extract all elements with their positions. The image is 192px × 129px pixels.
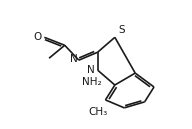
Text: O: O <box>33 32 41 42</box>
Text: S: S <box>118 25 125 35</box>
Text: NH₂: NH₂ <box>82 77 101 87</box>
Text: N: N <box>87 65 94 75</box>
Text: N: N <box>70 54 77 64</box>
Text: CH₃: CH₃ <box>88 107 107 117</box>
